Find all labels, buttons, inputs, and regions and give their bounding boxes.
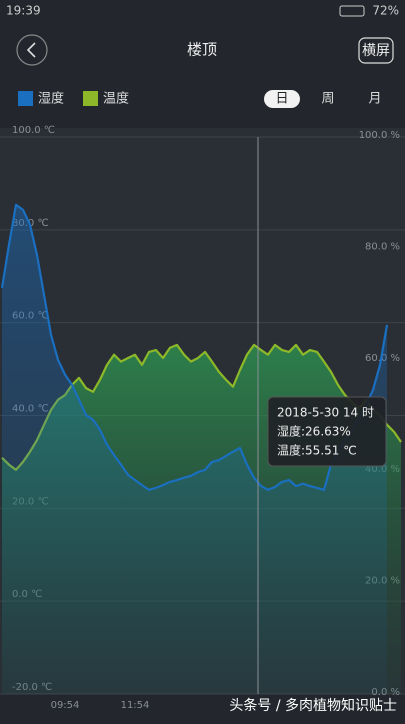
tooltip-line: 湿度:26.63% [277, 424, 351, 439]
legend-swatch [83, 91, 98, 106]
tooltip-line: 温度:55.51 ℃ [277, 443, 357, 458]
tab-selected[interactable] [264, 90, 300, 108]
page-title: 楼顶 [187, 41, 217, 59]
battery-icon [339, 5, 365, 17]
landscape-label: 横屏 [362, 43, 390, 59]
landscape-button[interactable] [358, 37, 394, 64]
tab[interactable]: 周 [321, 92, 334, 107]
legend-label: 湿度 [38, 91, 64, 107]
tooltip-title: 2018-5-30 14 时 [277, 406, 374, 420]
watermark: 头条号 / 多肉植物知识贴士 [229, 697, 397, 714]
x-tick-label: 09:54 [51, 700, 80, 711]
y2-tick-label: 80.0 % [365, 241, 400, 252]
status-time: 19:39 [6, 4, 41, 18]
tooltip [267, 396, 387, 467]
status-battery: 72% [372, 4, 399, 18]
tab[interactable]: 日 [275, 92, 288, 107]
legend-label: 温度 [103, 91, 129, 107]
series-line [0, 203, 389, 491]
x-tick-label: 11:54 [121, 700, 150, 711]
y-tick-label: 100.0 ℃ [12, 125, 55, 136]
back-button[interactable] [16, 34, 48, 66]
legend-swatch [18, 91, 33, 106]
back-arrow [26, 42, 36, 58]
tab[interactable]: 月 [368, 92, 381, 107]
y2-tick-label: 100.0 % [359, 130, 400, 141]
series-area [2, 204, 387, 695]
